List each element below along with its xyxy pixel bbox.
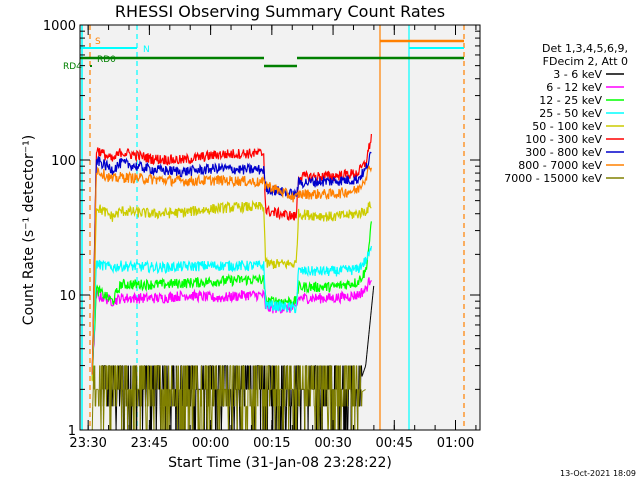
flag-label-rd4: RD4 (63, 62, 82, 72)
plot-area-background (80, 25, 480, 430)
legend: Det 1,3,4,5,6,9,FDecim 2, Att 03 - 6 keV… (504, 42, 628, 185)
x-tick-label: 00:30 (314, 436, 351, 451)
x-tick-label: 00:15 (253, 436, 290, 451)
series-50-100-kev-kev (91, 199, 372, 382)
series-line (91, 221, 372, 381)
series-800-7000-kev-kev (91, 165, 372, 375)
x-axis-label: Start Time (31-Jan-08 23:28:22) (168, 455, 392, 471)
legend-entry-label: 100 - 300 keV (525, 133, 602, 146)
legend-entry-label: 25 - 50 keV (539, 107, 602, 120)
plot-timestamp: 13-Oct-2021 18:09 (560, 469, 636, 478)
legend-header: FDecim 2, Att 0 (543, 55, 628, 68)
flag-label-n: N (143, 45, 150, 55)
series-25-50-kev-kev (91, 245, 372, 377)
legend-entry-label: 7000 - 15000 keV (504, 172, 602, 185)
x-tick-label: 00:00 (192, 436, 229, 451)
legend-entry-label: 800 - 7000 keV (518, 159, 602, 172)
y-tick-label: 10 (59, 289, 76, 304)
series-100-300-kev-kev (91, 133, 372, 375)
series-line (91, 245, 372, 377)
legend-entry-label: 3 - 6 keV (553, 68, 602, 81)
y-tick-label: 1000 (43, 19, 76, 34)
legend-entry-label: 6 - 12 keV (546, 81, 602, 94)
chart-title: RHESSI Observing Summary Count Rates (115, 2, 445, 21)
series-line (91, 133, 372, 375)
y-tick-label: 1 (68, 424, 76, 439)
x-tick-label: 01:00 (437, 436, 474, 451)
x-tick-label: 00:45 (376, 436, 413, 451)
flag-label-s: S (95, 37, 101, 47)
series-line (91, 165, 372, 375)
series-layer (91, 133, 375, 431)
status-flags: S N RD0 RD4 (63, 25, 465, 430)
legend-entry-label: 12 - 25 keV (539, 94, 602, 107)
legend-entry-label: 300 - 800 keV (525, 146, 602, 159)
x-tick-label: 23:45 (131, 436, 168, 451)
rd4-flag-dot (90, 65, 92, 67)
flag-label-rd0: RD0 (97, 55, 116, 65)
series-7000-15000-kev-kev (91, 365, 366, 431)
legend-entry-label: 50 - 100 keV (532, 120, 602, 133)
series-12-25-kev-kev (91, 221, 372, 381)
series-6-12-kev-kev (91, 277, 372, 381)
legend-header: Det 1,3,4,5,6,9, (542, 42, 628, 55)
series-300-800-kev-kev (91, 151, 372, 375)
series-line (91, 151, 372, 375)
series-line (91, 277, 372, 381)
y-tick-label: 100 (51, 154, 76, 169)
y-axis-label: Count Rate (s⁻¹ detector⁻¹) (21, 135, 37, 325)
series-line (91, 199, 372, 382)
plot-frame (79, 24, 481, 431)
axes: 1 10 100 1000 23:30 23:45 00:00 00:15 00:30 00:45… (43, 19, 480, 451)
x-tick-label: 23:30 (69, 436, 106, 451)
